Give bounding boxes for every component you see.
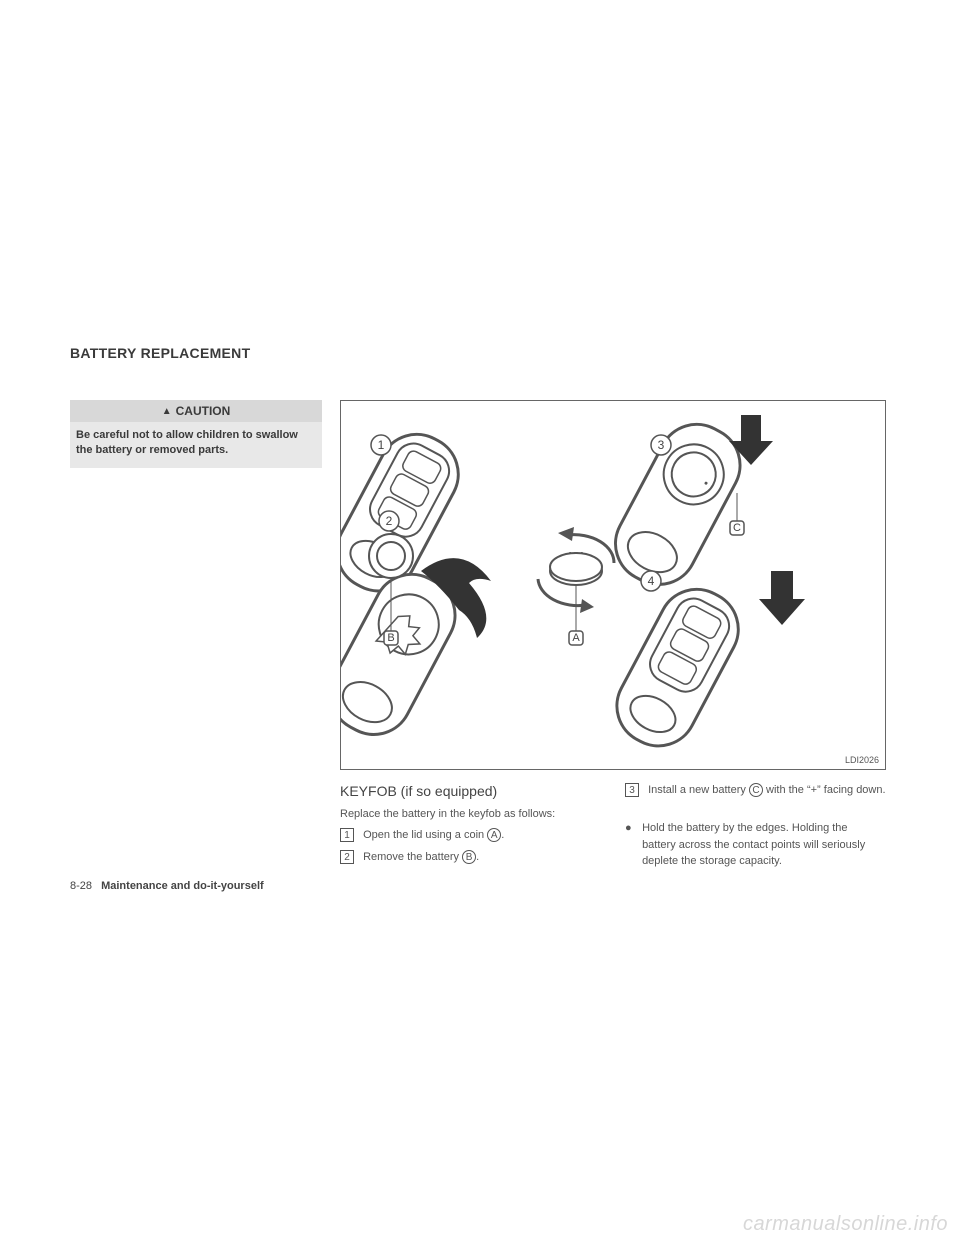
warning-icon: ▲: [162, 406, 172, 417]
step-1: 1 Open the lid using a coin A.: [340, 828, 600, 844]
caution-heading-text: CAUTION: [176, 404, 231, 418]
step-3-pre: Install a new battery: [648, 784, 749, 796]
letter-ref-C: C: [749, 783, 763, 797]
figure: 1 B 2: [340, 400, 886, 770]
callout-2: 2: [386, 514, 393, 528]
step-2-pre: Remove the battery: [363, 851, 462, 863]
letter-ref-B: B: [462, 850, 476, 864]
letter-ref-A: A: [487, 828, 501, 842]
step-3-post: with the “+” facing down.: [763, 784, 886, 796]
figure-code: LDI2026: [845, 755, 879, 765]
step-1-post: .: [501, 829, 504, 841]
bullet-text: Hold the battery by the edges. Holding t…: [642, 820, 882, 870]
caution-body: Be careful not to allow children to swal…: [70, 422, 322, 468]
page-title: BATTERY REPLACEMENT: [70, 345, 250, 361]
section-heading: KEYFOB (if so equipped): [340, 783, 497, 799]
section-lead: Replace the battery in the keyfob as fol…: [340, 808, 555, 820]
footer-section: Maintenance and do-it-yourself: [101, 880, 264, 892]
caution-box: ▲ CAUTION Be careful not to allow childre…: [70, 400, 322, 468]
step-number: 1: [340, 828, 354, 842]
step-1-pre: Open the lid using a coin: [363, 829, 487, 841]
callout-4: 4: [648, 574, 655, 588]
step-2: 2 Remove the battery B.: [340, 850, 600, 866]
page-number: 8-28: [70, 880, 92, 892]
step-number: 3: [625, 783, 639, 797]
step-3: 3 Install a new battery C with the “+” f…: [625, 783, 887, 799]
footer: 8-28 Maintenance and do-it-yourself: [70, 880, 264, 892]
page: BATTERY REPLACEMENT ▲ CAUTION Be careful …: [0, 0, 960, 1242]
watermark: carmanualsonline.info: [743, 1213, 948, 1236]
keyfob-diagram: 1 B 2: [341, 401, 885, 769]
callout-3: 3: [658, 438, 665, 452]
callout-B: B: [387, 632, 394, 644]
callout-1: 1: [378, 438, 385, 452]
bullet-icon: ●: [625, 820, 639, 837]
step-2-post: .: [476, 851, 479, 863]
callout-A: A: [572, 632, 580, 644]
step-number: 2: [340, 850, 354, 864]
caution-heading: ▲ CAUTION: [70, 400, 322, 422]
callout-C: C: [733, 522, 741, 534]
bullet: ● Hold the battery by the edges. Holding…: [625, 820, 887, 870]
